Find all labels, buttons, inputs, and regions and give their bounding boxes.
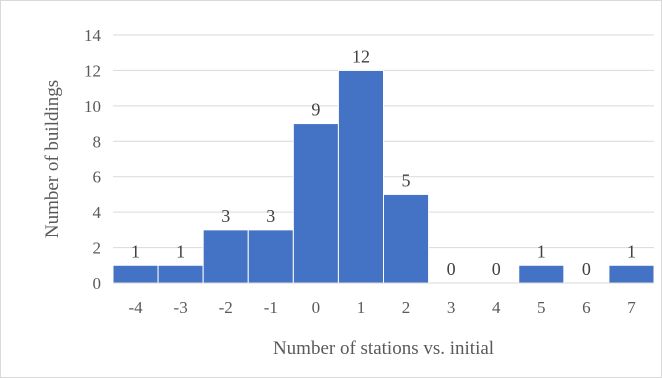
data-label: 3 [221,206,230,226]
bar-2 [383,193,430,284]
x-tick-label: 1 [357,298,366,317]
x-tick-label: 6 [582,298,591,317]
x-tick-label: -2 [219,298,233,317]
y-tick-label: 8 [93,132,102,151]
data-label: 3 [266,206,275,226]
bar--3 [157,264,204,284]
x-tick-label: -1 [264,298,278,317]
y-tick-label: 10 [84,97,101,116]
x-tick-label: 3 [447,298,456,317]
y-axis-title: Number of buildings [42,80,63,238]
data-label: 1 [627,241,636,261]
y-tick-label: 0 [93,274,102,293]
x-tick-label: 5 [537,298,546,317]
data-label: 12 [352,46,370,66]
data-label: 0 [492,259,501,279]
data-label: 9 [311,100,320,120]
data-label: 1 [176,241,185,261]
x-tick-label: 0 [312,298,321,317]
bars [112,69,655,284]
bar--2 [202,229,249,284]
x-tick-label: 4 [492,298,501,317]
x-tick-label: 2 [402,298,411,317]
y-tick-label: 6 [93,168,102,187]
data-label: 0 [582,259,591,279]
data-labels: 1 1 3 3 9 12 5 0 0 1 0 1 [131,46,636,279]
y-tick-label: 4 [93,203,102,222]
x-tick-label: 7 [627,298,636,317]
x-tick-label: -4 [128,298,143,317]
bar--4 [112,264,159,284]
bar-7 [608,264,655,284]
data-label: 1 [537,241,546,261]
x-tick-labels: -4 -3 -2 -1 0 1 2 3 4 5 6 7 [128,298,636,317]
bar-1 [337,69,384,284]
bar-0 [292,123,339,284]
y-tick-label: 2 [93,239,102,258]
bar--1 [247,229,294,284]
y-tick-label: 12 [84,61,101,80]
bar-5 [518,264,565,284]
y-tick-labels: 0 2 4 6 8 10 12 14 [84,26,102,293]
y-tick-label: 14 [84,26,102,45]
data-label: 5 [402,170,411,190]
x-axis-title: Number of stations vs. initial [273,338,494,359]
data-label: 1 [131,241,140,261]
data-label: 0 [447,259,456,279]
x-tick-label: -3 [174,298,188,317]
